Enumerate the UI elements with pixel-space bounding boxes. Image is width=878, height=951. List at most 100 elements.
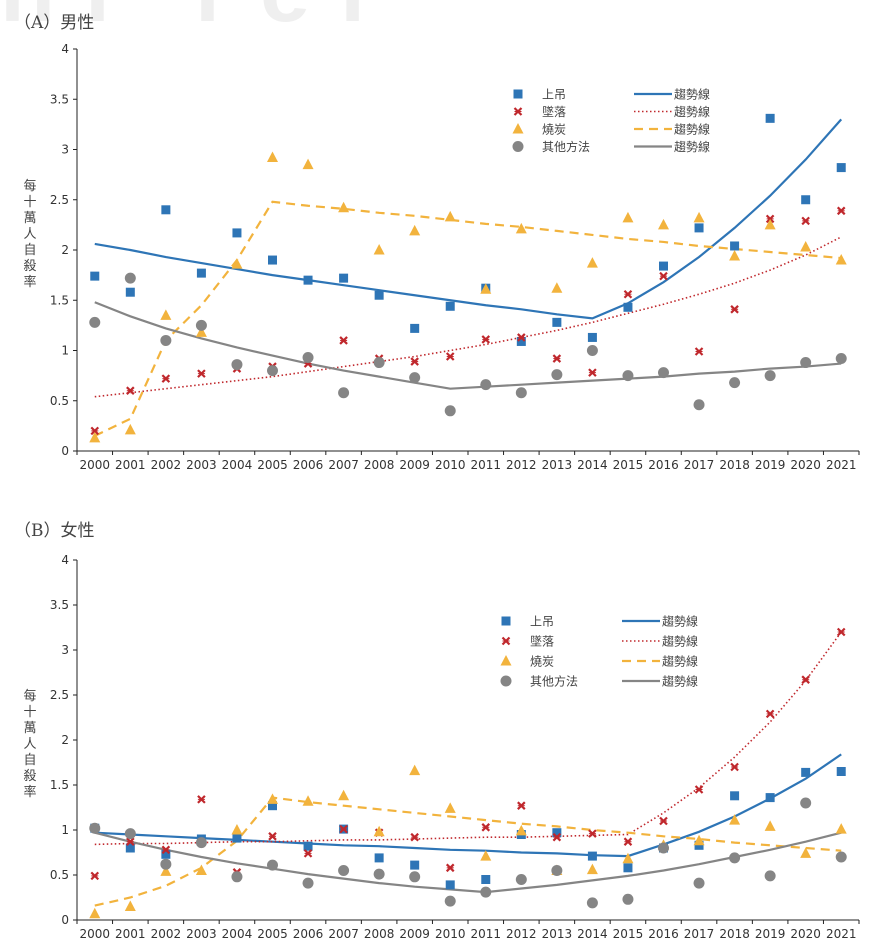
data-point [160,865,172,876]
x-tick-label: 2020 [790,458,821,472]
data-point [693,211,705,223]
legend-trend-label: 趨勢線 [662,654,698,669]
x-tick-label: 2010 [435,458,466,472]
trend-line-circle [94,301,842,390]
data-point [481,823,491,832]
data-point [409,871,421,883]
x-tick-label: 2005 [257,458,288,472]
data-point [586,897,598,909]
data-point [622,893,634,905]
data-point [89,431,101,443]
data-point [89,316,101,328]
data-point [515,222,527,234]
data-point [195,319,207,331]
data-point [623,863,633,873]
data-point [232,228,242,238]
data-point [339,273,349,283]
legend-label: 燒炭 [530,655,554,669]
x-tick-label: 2006 [293,458,324,472]
data-point [658,842,669,854]
data-point [90,426,100,436]
data-point [445,301,455,311]
data-point [551,865,563,876]
x-tick-label: 2016 [648,927,679,941]
y-tick-label: 3 [61,643,69,657]
data-point [374,853,384,863]
legend-marker [512,123,524,134]
data-point [835,851,847,863]
data-point [587,332,597,342]
data-point [409,224,421,236]
data-point [231,871,243,883]
data-point [480,886,492,898]
x-tick-label: 2015 [613,458,644,472]
data-point [124,272,136,284]
data-point [586,345,598,356]
data-point [515,874,527,885]
data-point [659,261,668,271]
x-tick-label: 2008 [364,927,395,941]
x-tick-label: 2007 [328,927,359,941]
data-point [800,797,812,809]
y-tick-label: 0 [61,913,69,927]
data-point [836,206,846,216]
data-point [658,218,669,230]
y-axis-label: 每十萬人自殺率 [23,688,36,800]
data-point [268,832,277,841]
data-point [516,336,526,346]
data-point [623,837,633,846]
data-point [302,877,314,889]
x-tick-label: 2000 [79,927,110,941]
legend-marker [500,675,512,687]
data-point [338,201,350,213]
trend-line-triangle [94,796,842,907]
x-tick-label: 2012 [506,927,537,941]
data-point [835,823,847,834]
y-tick-label: 1.5 [50,778,69,792]
data-point [231,359,243,371]
x-tick-label: 2003 [186,927,217,941]
data-point [801,216,810,226]
legend-label: 其他方法 [542,139,590,154]
data-point [303,275,313,285]
legend-marker [513,107,523,116]
data-point [409,372,421,384]
trend-line-x [94,236,842,398]
data-point [694,347,704,356]
data-point [480,283,492,294]
data-point [231,258,243,269]
data-point [410,323,420,333]
data-point [339,336,348,345]
data-point [445,863,455,873]
data-point [267,151,278,163]
legend-label: 墜落 [530,634,554,649]
legend-marker [512,141,524,152]
data-point [586,257,598,268]
data-point [729,852,741,864]
data-point [90,271,100,281]
x-tick-label: 2011 [470,458,501,472]
x-tick-label: 2007 [328,458,359,472]
data-point [515,824,527,836]
trend-line-square [94,753,842,858]
legend-trend-label: 趨勢線 [674,122,710,137]
legend-trend-label: 趨勢線 [662,634,698,649]
x-tick-label: 2009 [399,927,430,941]
legend-trend-label: 趨勢線 [674,87,710,102]
legend-marker [501,636,511,646]
x-tick-label: 2011 [470,927,501,941]
data-point [445,352,455,361]
data-point [551,369,563,381]
data-point [730,241,740,251]
y-tick-label: 0.5 [50,394,69,408]
data-point [124,423,136,435]
data-point [195,837,207,849]
data-point [160,334,172,346]
y-axis-label: 每十萬人自殺率 [23,178,36,290]
data-point [444,210,456,222]
data-point [836,163,846,173]
x-tick-label: 2021 [826,927,857,941]
data-point [410,860,420,870]
x-tick-label: 2019 [755,458,786,472]
legend-trend-label: 趨勢線 [674,104,710,119]
